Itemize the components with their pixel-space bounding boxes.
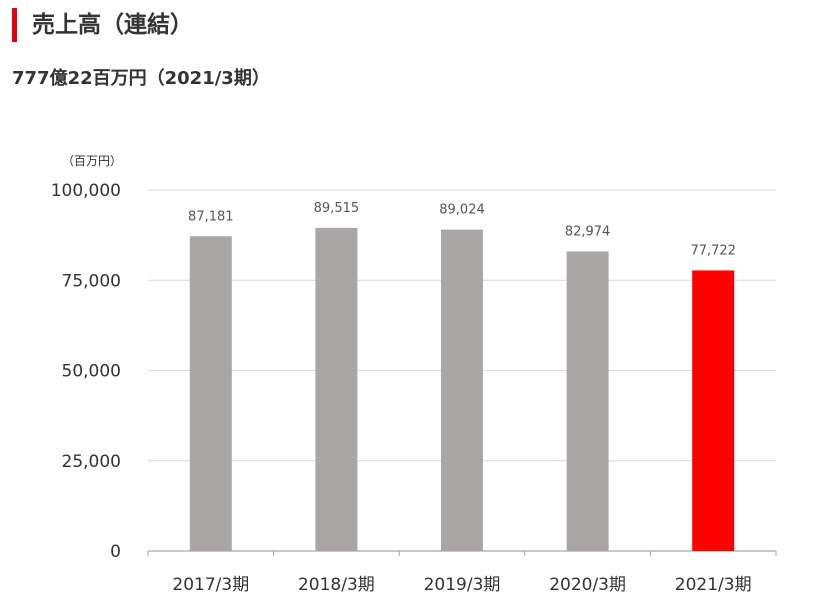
- bar: [315, 227, 358, 552]
- x-tick-label: 2021/3期: [675, 575, 752, 595]
- value-label: 82,974: [565, 224, 611, 239]
- y-unit-label: （百万円）: [62, 154, 122, 168]
- value-label: 89,515: [314, 201, 360, 216]
- bar: [441, 229, 483, 552]
- value-label: 77,722: [690, 243, 736, 258]
- section-title: 売上高（連結）: [32, 12, 193, 38]
- x-tick-label: 2017/3期: [172, 575, 249, 595]
- y-tick-label: 25,000: [62, 452, 121, 472]
- y-tick-label: 100,000: [51, 181, 121, 201]
- bar: [566, 251, 609, 551]
- x-tick-label: 2018/3期: [298, 575, 375, 595]
- x-tick-label: 2020/3期: [549, 575, 626, 595]
- sales-summary: 777億22百万円（2021/3期）: [12, 68, 270, 89]
- title-accent-bar: [12, 8, 17, 42]
- y-tick-label: 75,000: [62, 271, 121, 291]
- y-tick-label: 50,000: [62, 362, 121, 382]
- bar: [189, 236, 232, 551]
- value-label: 87,181: [188, 209, 234, 224]
- y-tick-label: 0: [110, 542, 121, 562]
- value-label: 89,024: [439, 203, 485, 218]
- x-tick-label: 2019/3期: [424, 575, 501, 595]
- bar: [692, 270, 735, 551]
